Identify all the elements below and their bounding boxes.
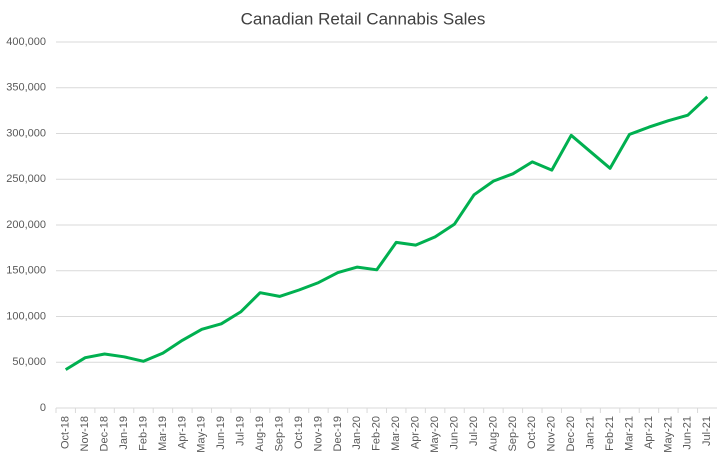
y-tick-label: 350,000 (6, 82, 46, 94)
x-tick-label: Nov-19 (312, 416, 324, 451)
x-tick-label: Jan-20 (351, 416, 363, 450)
x-tick-label: Jul-21 (701, 416, 713, 446)
x-tick-label: Feb-21 (604, 416, 616, 451)
x-tick-label: Apr-19 (176, 416, 188, 449)
x-tick-label: Jul-20 (468, 416, 480, 446)
x-tick-label: Dec-18 (99, 416, 111, 451)
y-tick-label: 400,000 (6, 36, 46, 48)
y-tick-label: 200,000 (6, 219, 46, 231)
x-tick-label: Apr-20 (410, 416, 422, 449)
y-tick-label: 50,000 (12, 356, 46, 368)
x-tick-label: Jan-19 (118, 416, 130, 450)
y-tick-label: 150,000 (6, 265, 46, 277)
x-tick-label: Apr-21 (643, 416, 655, 449)
x-tick-label: Jul-19 (235, 416, 247, 446)
x-tick-label: Mar-21 (623, 416, 635, 451)
x-tick-label: Oct-20 (526, 416, 538, 449)
x-tick-label: May-19 (196, 416, 208, 453)
x-tick-label: Nov-18 (79, 416, 91, 451)
y-tick-label: 300,000 (6, 127, 46, 139)
x-tick-label: Sep-19 (273, 416, 285, 451)
x-tick-label: Mar-20 (390, 416, 402, 451)
x-tick-label: Dec-20 (565, 416, 577, 451)
x-tick-label: Sep-20 (507, 416, 519, 451)
x-tick-label: Oct-19 (293, 416, 305, 449)
x-tick-label: Mar-19 (157, 416, 169, 451)
y-tick-label: 250,000 (6, 173, 46, 185)
data-line (64, 95, 709, 371)
x-tick-label: Jun-19 (215, 416, 227, 450)
x-tick-label: Feb-20 (371, 416, 383, 451)
x-tick-label: Jun-20 (448, 416, 460, 450)
x-tick-label: Aug-19 (254, 416, 266, 451)
x-tick-label: Nov-20 (546, 416, 558, 451)
x-tick-label: May-21 (662, 416, 674, 453)
x-tick-label: Feb-19 (137, 416, 149, 451)
x-tick-label: Jan-21 (585, 416, 597, 450)
chart-title: Canadian Retail Cannabis Sales (241, 9, 486, 28)
x-tick-label: Dec-19 (332, 416, 344, 451)
x-tick-label: May-20 (429, 416, 441, 453)
y-tick-label: 0 (40, 402, 46, 414)
x-tick-label: Aug-20 (487, 416, 499, 451)
x-tick-label: Jun-21 (682, 416, 694, 450)
x-tick-label: Oct-18 (60, 416, 72, 449)
y-tick-label: 100,000 (6, 310, 46, 322)
